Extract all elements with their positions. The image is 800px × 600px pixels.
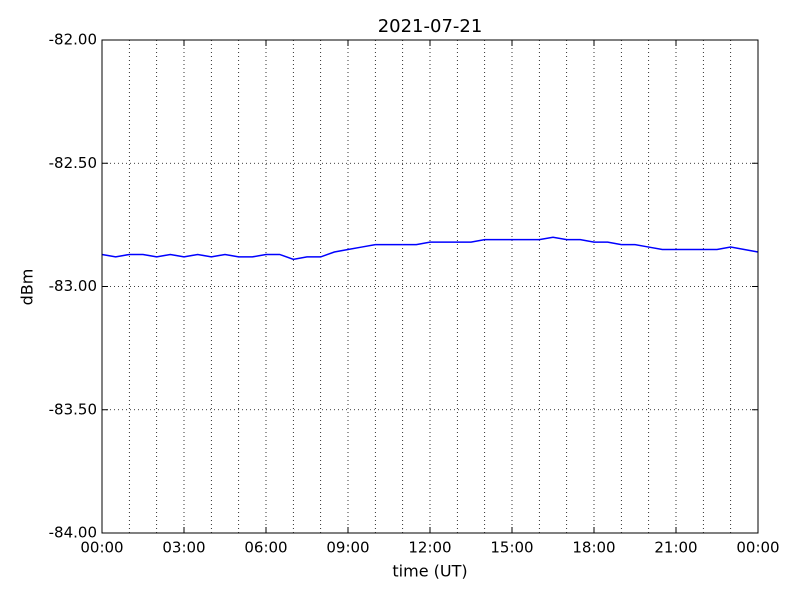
- x-axis-label: time (UT): [392, 562, 467, 581]
- x-tick-label: 21:00: [654, 539, 697, 557]
- x-tick-label: 06:00: [244, 539, 287, 557]
- x-tick-label: 15:00: [490, 539, 533, 557]
- data-line: [101, 236, 759, 261]
- x-tick-label: 12:00: [408, 539, 451, 557]
- y-tick-label: -82.00: [49, 31, 97, 49]
- chart-title: 2021-07-21: [378, 16, 483, 37]
- y-tick-label: -83.50: [49, 400, 97, 418]
- y-tick-label: -84.00: [49, 524, 97, 542]
- x-tick-label: 00:00: [736, 539, 779, 557]
- x-tick-label: 03:00: [162, 539, 205, 557]
- x-tick-label: 09:00: [326, 539, 369, 557]
- x-tick-label: 00:00: [80, 539, 123, 557]
- plot-frame: [101, 39, 759, 534]
- x-tick-label: 18:00: [572, 539, 615, 557]
- y-axis-label: dBm: [18, 269, 37, 306]
- y-tick-label: -82.50: [49, 154, 97, 172]
- y-tick-label: -83.00: [49, 277, 97, 295]
